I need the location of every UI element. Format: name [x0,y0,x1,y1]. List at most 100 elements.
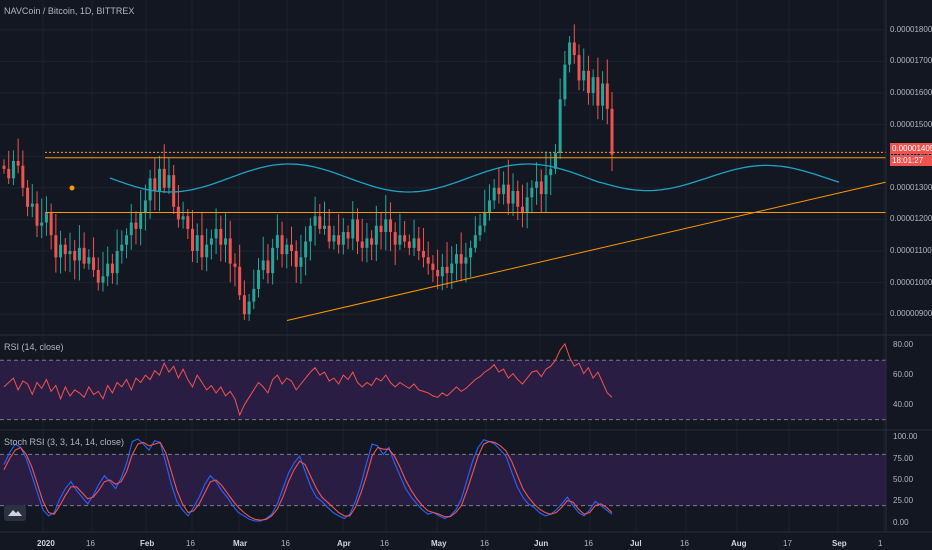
candle-body [106,263,110,277]
candle-body [266,260,270,274]
candle-body [214,228,218,239]
candle-body [261,260,265,270]
candle-body [403,235,407,242]
candle-body [497,187,501,195]
stoch-k-line [3,438,613,522]
rsi-band [0,360,886,420]
time-tick-label: Mar [233,539,248,548]
stoch-tick-label: 0.00 [893,517,909,527]
candle-body [572,42,576,56]
candle-body [191,228,195,251]
candle-body [492,187,496,201]
candle-body [299,257,303,267]
rsi-pane-title[interactable]: RSI (14, close) [4,342,64,352]
candle-body [2,165,6,169]
symbol-title[interactable]: NAVCoin / Bitcoin, 1D, BITTREX [4,6,135,16]
candle-body [77,247,81,261]
candle-body [337,235,341,245]
time-tick-label: Aug [731,539,747,548]
candle-body [110,263,114,274]
pane-separators [0,0,932,533]
time-tick-label: Apr [337,539,351,548]
candle-body [454,254,458,264]
rsi-tick-label: 40.00 [893,399,914,409]
candle-body [44,213,48,223]
price-tick-label: 0.00000900 [890,309,932,319]
candle-body [355,219,359,242]
candle-body [186,216,190,229]
candle-body [506,184,510,204]
candle-body [346,232,350,239]
candle-body [257,269,261,289]
candle-body [530,187,534,198]
candle-body [407,241,411,248]
candle-body [139,213,143,229]
candle-body [610,108,614,155]
candle-body [158,168,162,191]
candle-body [327,225,331,242]
time-tick-label: 2020 [37,539,55,548]
candle-body [63,244,67,255]
candle-body [73,251,77,261]
candle-body [294,251,298,267]
candle-body [16,160,20,166]
candle-body [586,70,590,93]
drawings [45,151,887,322]
candle-body [125,235,129,245]
candle-body [450,263,454,274]
time-tick-label: 16 [186,539,195,548]
candle-body [134,222,138,229]
candle-body [365,238,369,248]
candle-body [426,257,430,264]
candle-body [7,168,11,179]
time-tick-label: 16 [86,539,95,548]
candle-body [313,216,317,226]
candle-body [120,244,124,251]
candle-body [195,235,199,251]
candle-body [26,187,30,207]
candle-body [568,42,572,65]
candle-body [464,257,468,264]
candle-body [544,175,548,195]
price-tick-label: 0.00001600 [890,88,932,97]
candle-body [445,266,449,274]
candle-body [549,168,553,176]
price-series [2,24,614,321]
candle-body [233,263,237,267]
time-tick-label: 1 [878,539,883,548]
price-tick-label: 0.00001800 [890,24,932,34]
stoch-tick-label: 50.00 [893,475,914,484]
time-tick-label: 16 [680,539,689,548]
candle-body [412,238,416,248]
candle-body [341,232,345,245]
price-tick-label: 0.00001200 [890,214,932,224]
candle-body [54,235,58,258]
time-tick-label: 16 [480,539,489,548]
candle-body [308,225,312,242]
candle-body [92,257,96,270]
candle-body [285,244,289,255]
candle-body [304,241,308,258]
stoch-pane-title[interactable]: Stoch RSI (3, 3, 14, 14, close) [4,437,125,447]
candle-body [252,288,256,302]
tradingview-cloud-icon[interactable] [4,505,26,521]
candle-body [431,263,435,270]
candle-body [502,184,506,195]
candle-body [209,238,213,245]
candle-body [30,203,34,207]
candle-body [558,99,562,154]
candle-body [59,244,63,258]
candle-body [101,276,105,283]
ascending-trend-line [286,181,887,322]
rsi-series [3,342,613,417]
cycle-wave-projection [109,163,840,193]
rsi-line [3,342,613,417]
candle-body [115,251,119,274]
stoch-series [3,438,613,522]
candle-body [516,190,520,207]
candle-body [181,216,185,220]
time-tick-label: Jun [534,539,549,548]
price-tick-label: 0.00001000 [890,277,932,287]
stoch-tick-label: 25.00 [893,496,914,506]
